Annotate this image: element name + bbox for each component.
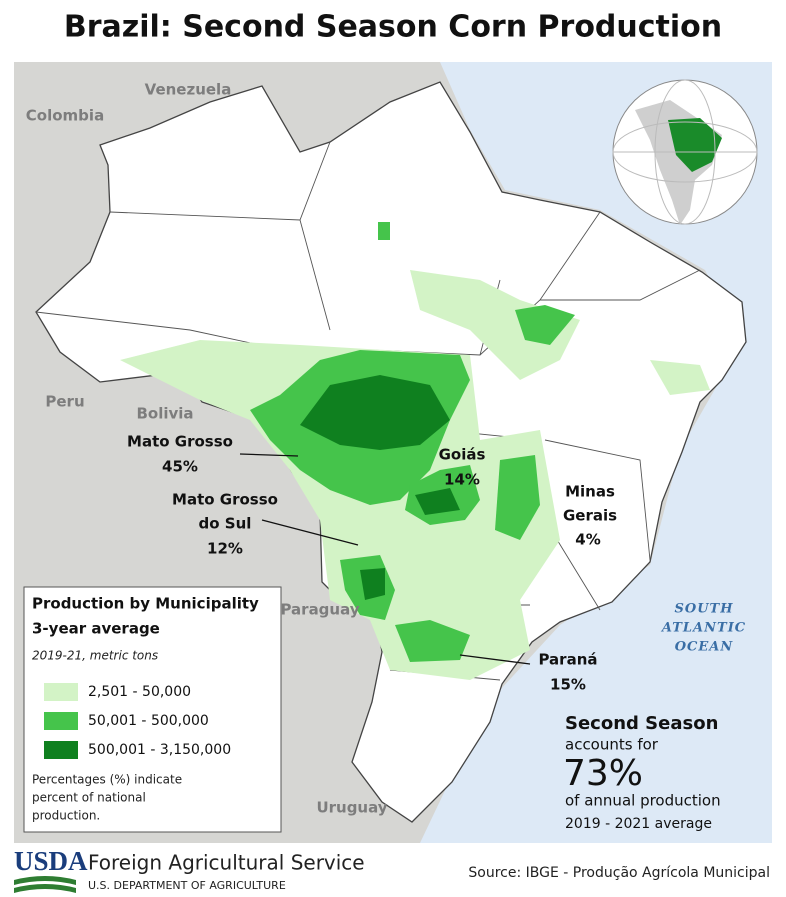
summary-text: accounts for bbox=[565, 736, 659, 754]
state-name: Mato Grosso bbox=[172, 491, 278, 509]
legend-label: 2,501 - 50,000 bbox=[88, 684, 191, 700]
ocean-label: ATLANTIC bbox=[660, 621, 746, 636]
state-name: Gerais bbox=[563, 507, 617, 525]
ocean bbox=[420, 62, 772, 843]
legend: Production by Municipality 3-year averag… bbox=[23, 586, 282, 833]
ocean-label: SOUTH bbox=[674, 602, 733, 617]
summary-heading: Second Season bbox=[565, 713, 718, 734]
legend-box bbox=[23, 586, 282, 833]
legend-title: Production by Municipality bbox=[32, 595, 259, 613]
leader-line bbox=[239, 453, 299, 457]
leader-line bbox=[459, 654, 531, 665]
source: Source: IBGE - Produção Agrícola Municip… bbox=[468, 865, 770, 881]
legend-subtitle: 2019-21, metric tons bbox=[32, 649, 158, 663]
summary: Second Season accounts for 73% of annual… bbox=[563, 713, 721, 832]
legend-swatch bbox=[44, 741, 78, 759]
agency: Foreign Agricultural Service bbox=[88, 851, 365, 875]
globe-inset bbox=[612, 79, 758, 225]
legend-swatch bbox=[44, 712, 78, 730]
state-name: Minas bbox=[565, 483, 615, 501]
state-share: 14% bbox=[444, 471, 480, 489]
state-name: Goiás bbox=[439, 446, 486, 464]
logo-stripes bbox=[14, 876, 76, 893]
state-share: 4% bbox=[575, 531, 600, 549]
country-label: Paraguay bbox=[280, 601, 359, 619]
summary-share: 73% bbox=[563, 753, 643, 794]
legend-note: Percentages (%) indicate bbox=[32, 773, 182, 787]
department: U.S. DEPARTMENT OF AGRICULTURE bbox=[88, 879, 286, 892]
legend-note: percent of national bbox=[32, 791, 146, 805]
production-areas bbox=[120, 222, 710, 680]
country-label: Venezuela bbox=[145, 81, 232, 99]
summary-text: of annual production bbox=[565, 792, 721, 810]
country-label: Peru bbox=[45, 393, 84, 411]
legend-label: 500,001 - 3,150,000 bbox=[88, 742, 231, 758]
summary-text: 2019 - 2021 average bbox=[565, 816, 712, 832]
country-label: Colombia bbox=[26, 107, 104, 125]
legend-swatch bbox=[44, 683, 78, 701]
legend-label: 50,001 - 500,000 bbox=[88, 713, 209, 729]
country-label: Bolivia bbox=[136, 405, 193, 423]
title: Brazil: Second Season Corn Production bbox=[64, 10, 722, 45]
state-name: do Sul bbox=[199, 515, 252, 533]
footer: USDA Foreign Agricultural Service U.S. D… bbox=[14, 846, 770, 893]
map: Venezuela Colombia Peru Bolivia Paraguay… bbox=[14, 62, 772, 843]
state-share: 45% bbox=[162, 458, 198, 476]
state-share: 12% bbox=[207, 540, 243, 558]
leader-line bbox=[261, 519, 359, 546]
usda-logo: USDA bbox=[14, 846, 88, 876]
state-name: Mato Grosso bbox=[127, 433, 233, 451]
legend-title: 3-year average bbox=[32, 620, 160, 638]
state-share: 15% bbox=[550, 676, 586, 694]
legend-note: production. bbox=[32, 809, 100, 823]
state-name: Paraná bbox=[538, 651, 597, 669]
ocean-label: OCEAN bbox=[675, 640, 734, 655]
country-label: Uruguay bbox=[316, 799, 387, 817]
